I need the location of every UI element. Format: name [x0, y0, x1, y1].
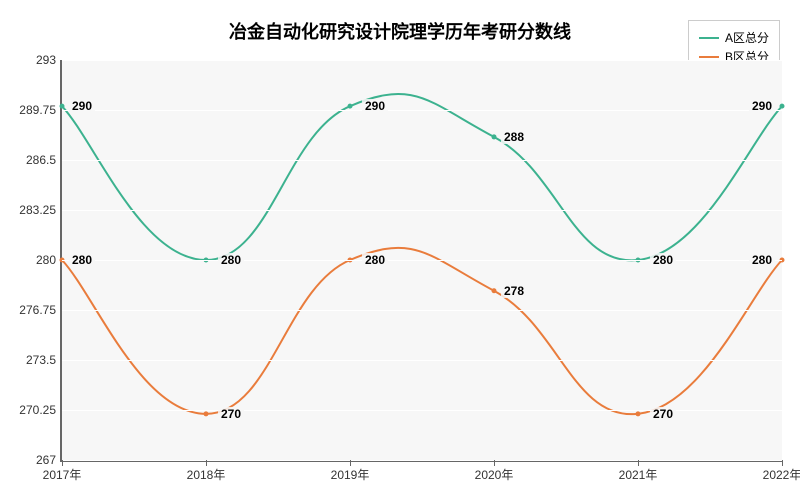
gridline [62, 110, 782, 111]
gridline [62, 160, 782, 161]
data-label: 280 [218, 253, 244, 267]
data-point [636, 411, 641, 416]
legend-swatch-b [699, 56, 719, 58]
data-point [60, 104, 65, 109]
data-point [492, 134, 497, 139]
x-axis-label: 2017年 [43, 466, 82, 483]
y-axis-label: 286.5 [26, 153, 56, 167]
data-label: 278 [501, 284, 527, 298]
plot-area: 267270.25273.5276.75280283.25286.5289.75… [60, 60, 782, 462]
y-axis-label: 273.5 [26, 353, 56, 367]
data-point [780, 104, 785, 109]
x-axis-label: 2020年 [475, 466, 514, 483]
data-label: 270 [218, 407, 244, 421]
data-label: 280 [650, 253, 676, 267]
y-axis-label: 270.25 [19, 403, 56, 417]
gridline [62, 310, 782, 311]
y-axis-label: 267 [36, 453, 56, 467]
legend-swatch-a [699, 37, 719, 39]
y-axis-label: 276.75 [19, 303, 56, 317]
data-label: 290 [749, 99, 775, 113]
chart-container: 冶金自动化研究设计院理学历年考研分数线 A区总分 B区总分 267270.252… [0, 0, 800, 500]
gridline [62, 460, 782, 461]
x-axis-label: 2022年 [763, 466, 800, 483]
data-label: 280 [362, 253, 388, 267]
y-axis-label: 280 [36, 253, 56, 267]
y-axis-label: 283.25 [19, 203, 56, 217]
gridline [62, 60, 782, 61]
data-label: 290 [69, 99, 95, 113]
legend-label-a: A区总分 [725, 29, 769, 46]
gridline [62, 360, 782, 361]
data-label: 270 [650, 407, 676, 421]
data-label: 280 [749, 253, 775, 267]
x-axis-label: 2021年 [619, 466, 658, 483]
gridline [62, 210, 782, 211]
data-label: 280 [69, 253, 95, 267]
legend-item-a: A区总分 [699, 29, 769, 46]
data-point [492, 288, 497, 293]
data-label: 290 [362, 99, 388, 113]
y-axis-label: 293 [36, 53, 56, 67]
chart-title: 冶金自动化研究设计院理学历年考研分数线 [229, 18, 571, 44]
data-point [204, 411, 209, 416]
data-label: 288 [501, 130, 527, 144]
y-axis-label: 289.75 [19, 103, 56, 117]
x-axis-label: 2018年 [187, 466, 226, 483]
series-line [62, 248, 782, 414]
data-point [348, 104, 353, 109]
series-line [62, 94, 782, 260]
x-axis-label: 2019年 [331, 466, 370, 483]
